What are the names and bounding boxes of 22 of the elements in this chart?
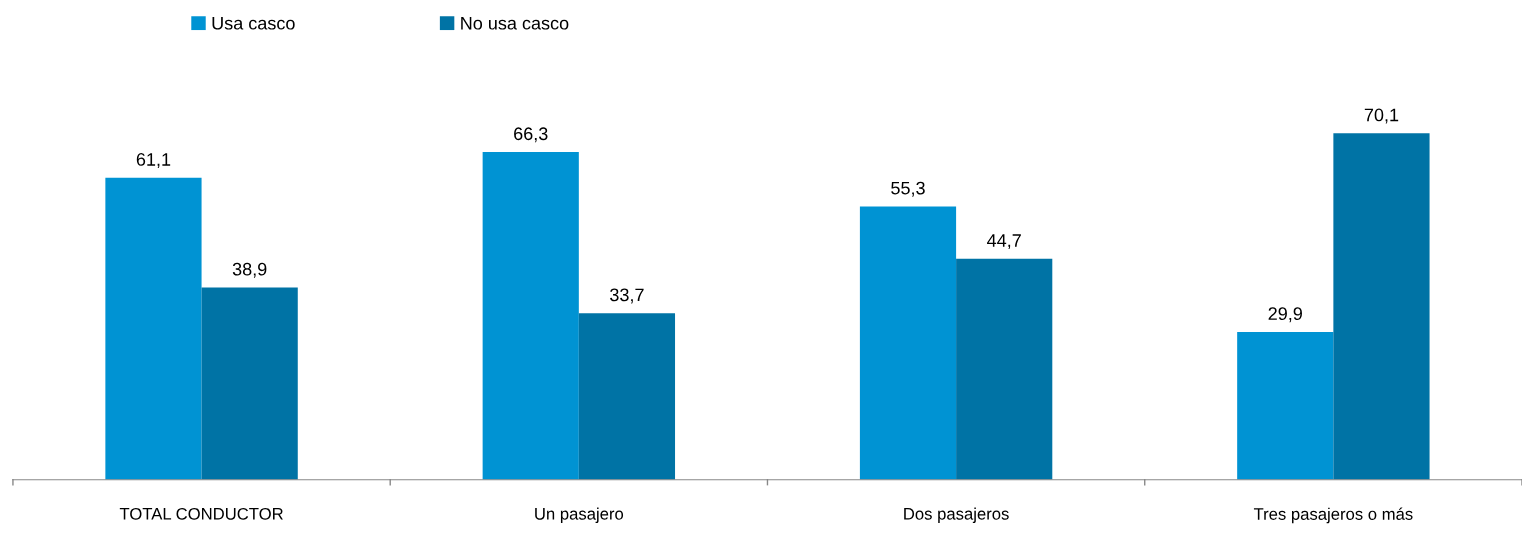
data-label: 29,9 bbox=[1268, 307, 1302, 323]
data-label: 44,7 bbox=[987, 234, 1021, 250]
x-tick-label: Un pasajero bbox=[535, 507, 624, 524]
x-tick-label: Tres pasajeros o más bbox=[1253, 507, 1413, 524]
legend-label: Usa casco bbox=[212, 17, 295, 30]
data-label: 55,3 bbox=[891, 181, 925, 197]
data-label: 66,3 bbox=[514, 127, 548, 143]
x-tick-label: Dos pasajeros bbox=[904, 507, 1009, 524]
legend-label: No usa casco bbox=[461, 17, 569, 30]
data-label: 61,1 bbox=[136, 153, 171, 168]
data-label: 70,1 bbox=[1364, 108, 1399, 124]
bar bbox=[201, 287, 298, 480]
data-label: 33,7 bbox=[610, 288, 644, 304]
bar bbox=[578, 313, 676, 480]
x-tick-label: TOTAL CONDUCTOR bbox=[119, 507, 283, 520]
bar bbox=[859, 206, 957, 480]
data-label: 38,9 bbox=[232, 262, 267, 278]
bar bbox=[1333, 133, 1430, 480]
bar bbox=[482, 152, 579, 480]
bar bbox=[1237, 331, 1334, 480]
bar bbox=[105, 177, 202, 480]
bar bbox=[956, 258, 1053, 480]
